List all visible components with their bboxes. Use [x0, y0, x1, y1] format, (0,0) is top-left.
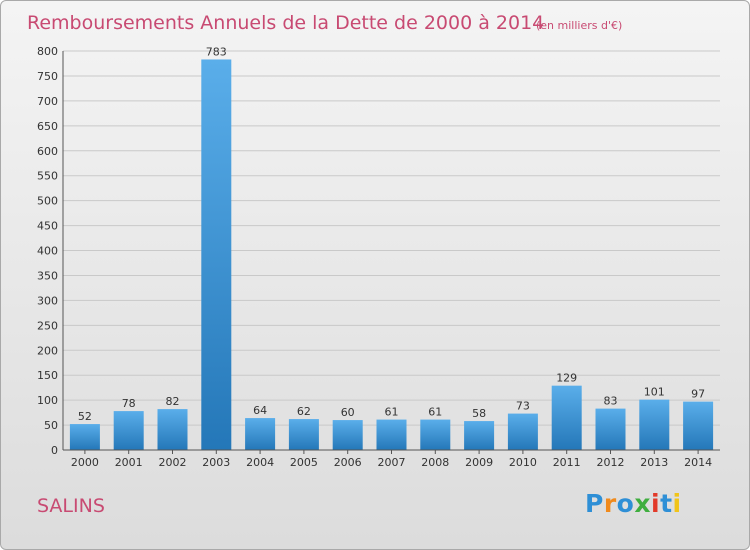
data-label: 97 — [691, 388, 705, 401]
data-label: 783 — [206, 45, 227, 58]
y-tick-label: 100 — [37, 394, 58, 407]
chart-subtitle: (en milliers d'€) — [536, 19, 622, 32]
bar — [420, 419, 451, 450]
x-tick-label: 2010 — [509, 456, 537, 469]
data-label: 83 — [604, 395, 618, 408]
x-tick-label: 2013 — [640, 456, 668, 469]
commune-name: SALINS — [37, 495, 105, 517]
data-label: 82 — [166, 395, 180, 408]
bar — [113, 411, 144, 450]
x-tick-label: 2009 — [465, 456, 493, 469]
y-tick-label: 250 — [37, 319, 58, 332]
data-label: 78 — [122, 397, 136, 410]
logo-letter: r — [603, 489, 617, 518]
x-tick-label: 2001 — [115, 456, 143, 469]
y-tick-label: 0 — [51, 444, 58, 457]
x-tick-label: 2014 — [684, 456, 712, 469]
x-tick-label: 2007 — [378, 456, 406, 469]
logo-letter: x — [634, 489, 651, 518]
bar — [201, 59, 232, 450]
x-tick-label: 2011 — [553, 456, 581, 469]
data-label: 101 — [644, 386, 665, 399]
x-tick-label: 2006 — [334, 456, 362, 469]
y-tick-label: 500 — [37, 195, 58, 208]
bar — [245, 418, 276, 450]
proxiti-logo: Proxiti — [585, 489, 682, 518]
y-tick-label: 600 — [37, 145, 58, 158]
x-tick-label: 2012 — [597, 456, 625, 469]
logo-letter: t — [660, 489, 673, 518]
data-label: 129 — [556, 372, 577, 385]
bar — [639, 399, 670, 450]
x-tick-label: 2000 — [71, 456, 99, 469]
chart-title: Remboursements Annuels de la Dette de 20… — [27, 12, 544, 34]
x-tick-label: 2002 — [159, 456, 187, 469]
y-tick-label: 650 — [37, 120, 58, 133]
grid — [63, 50, 720, 451]
data-label: 52 — [78, 410, 92, 423]
logo-letter: P — [585, 489, 604, 518]
bar — [288, 419, 319, 450]
y-tick-label: 350 — [37, 269, 58, 282]
data-label: 58 — [472, 407, 486, 420]
logo-letter: o — [616, 489, 635, 518]
y-tick-label: 300 — [37, 294, 58, 307]
x-tick-label: 2003 — [202, 456, 230, 469]
y-tick-label: 750 — [37, 70, 58, 83]
bar — [69, 424, 100, 450]
y-tick-label: 50 — [44, 419, 58, 432]
data-label: 64 — [253, 404, 267, 417]
y-tick-label: 150 — [37, 369, 58, 382]
x-tick-label: 2005 — [290, 456, 318, 469]
y-tick-label: 700 — [37, 95, 58, 108]
y-tick-label: 450 — [37, 220, 58, 233]
x-tick-label: 2008 — [421, 456, 449, 469]
bar — [595, 408, 626, 450]
data-label: 61 — [385, 406, 399, 419]
y-tick-label: 200 — [37, 344, 58, 357]
bar — [332, 420, 363, 450]
bar — [551, 385, 582, 450]
bar — [683, 401, 714, 450]
bar — [507, 413, 538, 450]
data-label: 60 — [341, 406, 355, 419]
y-tick-label: 550 — [37, 170, 58, 183]
x-tick-label: 2004 — [246, 456, 274, 469]
data-label: 61 — [428, 406, 442, 419]
data-label: 73 — [516, 400, 530, 413]
y-tick-label: 800 — [37, 45, 58, 58]
bar — [157, 409, 188, 450]
y-tick-label: 400 — [37, 245, 58, 258]
bar — [464, 421, 495, 450]
bars: 52 78 82 783 64 62 60 61 61 58 73 129 83 101 97 — [69, 45, 714, 450]
logo-letter: i — [651, 489, 661, 518]
axes: 0 50 100 150 200 250 300 350 400 450 500 550 600 650 7… — [37, 45, 720, 469]
data-label: 62 — [297, 405, 311, 418]
bar — [376, 419, 407, 450]
logo-letter: i — [672, 489, 682, 518]
